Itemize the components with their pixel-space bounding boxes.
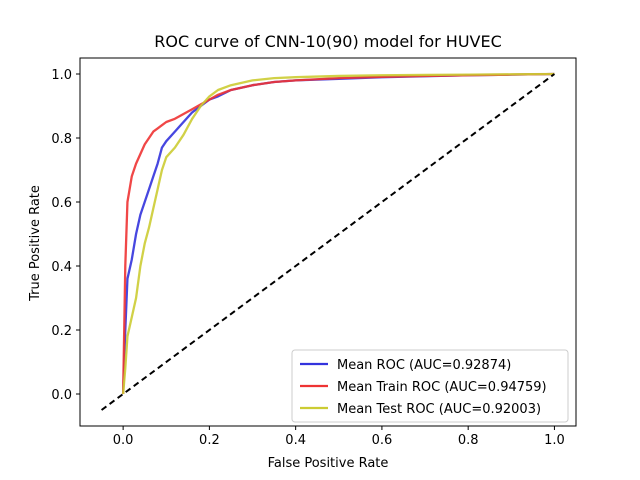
legend: Mean ROC (AUC=0.92874) Mean Train ROC (AU…	[291, 349, 569, 423]
x-tick-label: 0.0	[113, 433, 134, 448]
y-axis-ticks: 0.0 0.2 0.4 0.6 0.8 1.0	[51, 68, 80, 403]
legend-entry-label: Mean Test ROC (AUC=0.92003)	[337, 402, 541, 417]
y-tick-label: 0.8	[51, 132, 72, 147]
x-tick-label: 0.2	[199, 433, 220, 448]
x-tick-label: 0.4	[285, 433, 306, 448]
y-tick-label: 0.2	[51, 324, 72, 339]
y-tick-label: 0.4	[51, 260, 72, 275]
y-tick-label: 0.6	[51, 196, 72, 211]
x-tick-label: 0.6	[372, 433, 393, 448]
x-tick-label: 1.0	[544, 433, 565, 448]
chart-title: ROC curve of CNN-10(90) model for HUVEC	[154, 32, 502, 51]
chance-diagonal-line	[100, 73, 556, 411]
axes-frame	[79, 57, 577, 427]
series-line-1	[121, 72, 555, 395]
legend-entry-label: Mean ROC (AUC=0.92874)	[337, 358, 511, 373]
series-line-2	[121, 72, 555, 395]
y-tick-label: 0.0	[51, 388, 72, 403]
y-tick-label: 1.0	[51, 68, 72, 83]
legend-entry-label: Mean Train ROC (AUC=0.94759)	[337, 380, 547, 395]
x-axis-label: False Positive Rate	[268, 456, 389, 471]
x-tick-label: 0.8	[458, 433, 479, 448]
legend-box	[291, 349, 569, 423]
y-axis-label: True Positive Rate	[28, 185, 43, 302]
plot-area	[79, 57, 577, 427]
x-axis-ticks: 0.0 0.2 0.4 0.6 0.8 1.0	[113, 426, 565, 448]
